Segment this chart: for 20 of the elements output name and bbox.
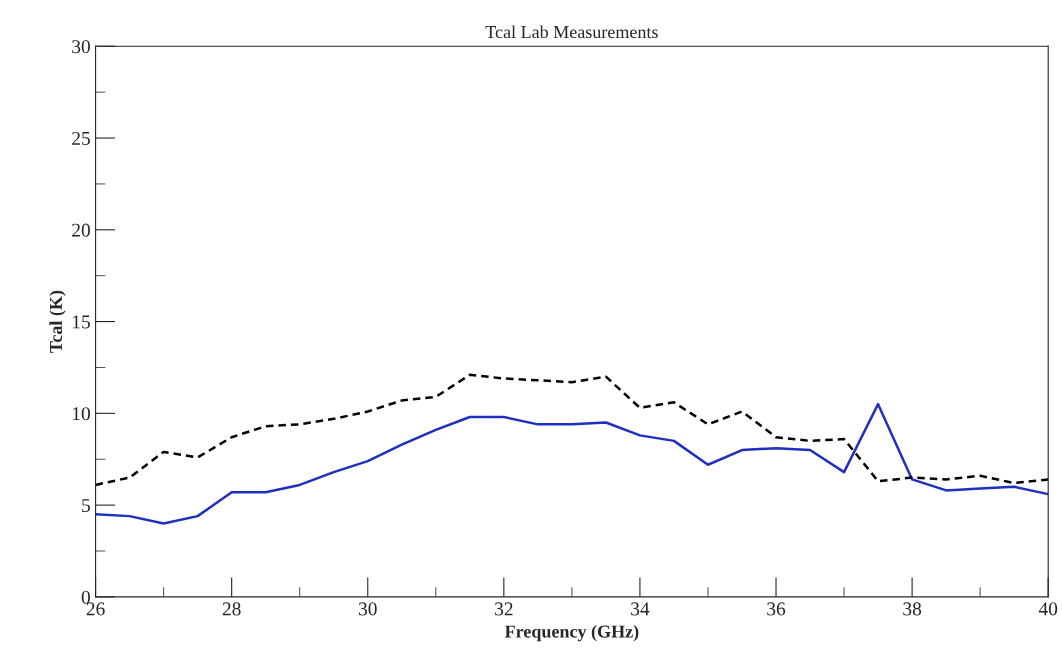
- y-tick-label: 30: [72, 40, 90, 54]
- x-tick-label: 34: [631, 602, 650, 616]
- x-tick-label: 30: [358, 602, 377, 616]
- y-tick-label: 5: [82, 499, 90, 513]
- x-tick-label: 38: [903, 602, 922, 616]
- y-tick-label: 0: [81, 590, 90, 604]
- y-tick-label: 25: [72, 131, 90, 145]
- line-series: [95, 373, 1049, 487]
- line-series: [95, 402, 1049, 525]
- x-tick-label: 26: [86, 602, 105, 616]
- y-axis-title: Tcal (K): [49, 290, 66, 353]
- x-axis-title: Frequency (GHz): [504, 624, 639, 642]
- x-tick-label: 40: [1038, 602, 1058, 616]
- y-tick-label: 10: [72, 407, 90, 421]
- x-tick-label: 36: [767, 602, 786, 616]
- chart-title: Tcal Lab Measurements: [485, 25, 658, 39]
- x-tick-label: 28: [222, 602, 241, 616]
- y-tick-label: 15: [72, 315, 90, 329]
- x-tick-label: 32: [495, 602, 513, 616]
- y-tick-label: 20: [72, 223, 90, 237]
